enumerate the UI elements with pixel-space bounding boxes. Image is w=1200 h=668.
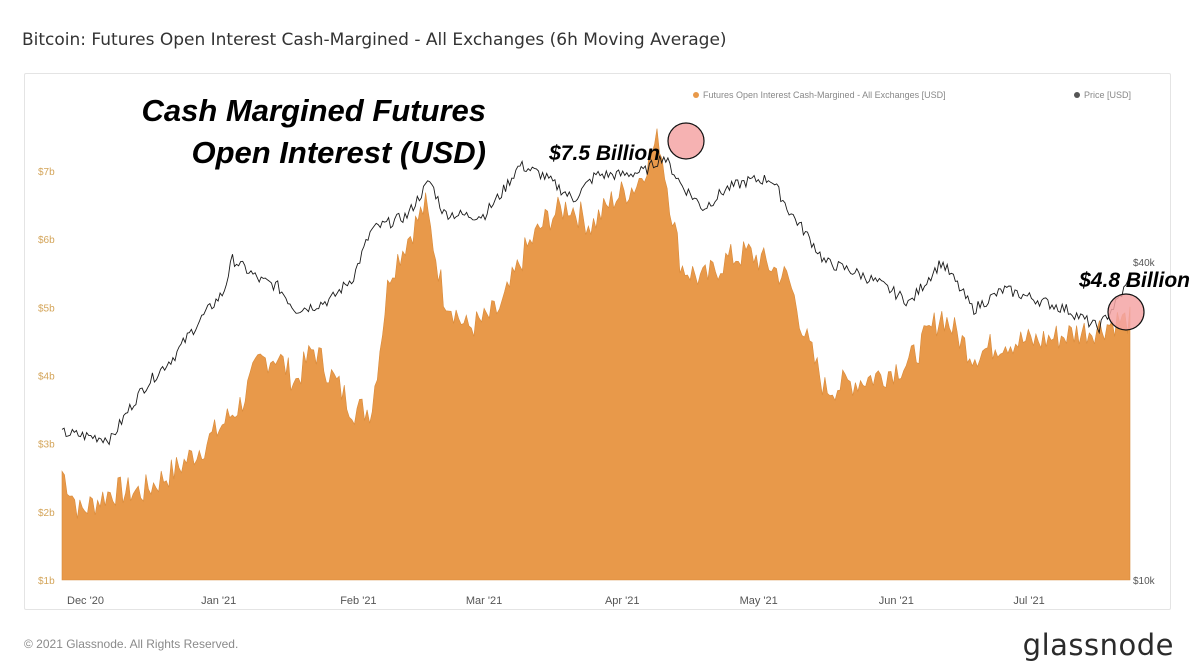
x-tick-label: May '21 [740, 595, 778, 607]
x-tick-label: Jun '21 [879, 595, 914, 607]
x-tick-label: Mar '21 [466, 595, 502, 607]
y-right-tick-label: $40k [1133, 258, 1156, 269]
current-highlight-circle [1107, 293, 1145, 331]
x-tick-label: Jul '21 [1013, 595, 1044, 607]
chart-title: Bitcoin: Futures Open Interest Cash-Marg… [22, 30, 727, 50]
y-left-tick-label: $4b [38, 372, 55, 383]
copyright-text: © 2021 Glassnode. All Rights Reserved. [24, 637, 239, 651]
y-left-tick-label: $3b [38, 440, 55, 451]
y-left-tick-label: $2b [38, 508, 55, 519]
price-line-layer [61, 155, 1131, 446]
x-tick-label: Dec '20 [67, 595, 104, 607]
price-line [61, 155, 1131, 446]
legend: Futures Open Interest Cash-Margined - Al… [693, 90, 1131, 100]
y-right-tick-label: $10k [1133, 576, 1156, 587]
y-left-tick-label: $1b [38, 576, 55, 587]
x-tick-label: Jan '21 [201, 595, 236, 607]
y-left-tick-label: $7b [38, 167, 55, 178]
axis-layer: $1b $2b $3b $4b $5b $6b $7b $10k $40k Dec '20 Jan … [38, 167, 1156, 607]
legend-label-price: Price [USD] [1084, 90, 1131, 100]
legend-swatch-price [1074, 92, 1080, 98]
x-tick-label: Feb '21 [340, 595, 376, 607]
legend-label-open-interest: Futures Open Interest Cash-Margined - Al… [703, 90, 946, 100]
chart-frame [24, 73, 1171, 610]
glassnode-logo: glassnode [1022, 628, 1174, 662]
annotation-heading-line-2: Open Interest (USD) [191, 135, 486, 170]
annotation-current-value: $4.8 Billion [1078, 269, 1190, 292]
annotation-peak-value: $7.5 Billion [548, 142, 660, 165]
legend-swatch-open-interest [693, 92, 699, 98]
y-left-tick-label: $5b [38, 303, 55, 314]
open-interest-area-layer [61, 128, 1131, 581]
peak-highlight-circle [667, 122, 705, 160]
open-interest-area [61, 128, 1131, 581]
annotation-layer: Cash Margined Futures Open Interest (USD)… [142, 93, 1190, 331]
x-tick-label: Apr '21 [605, 595, 640, 607]
annotation-heading-line-1: Cash Margined Futures [142, 93, 487, 128]
y-left-tick-label: $6b [38, 235, 55, 246]
